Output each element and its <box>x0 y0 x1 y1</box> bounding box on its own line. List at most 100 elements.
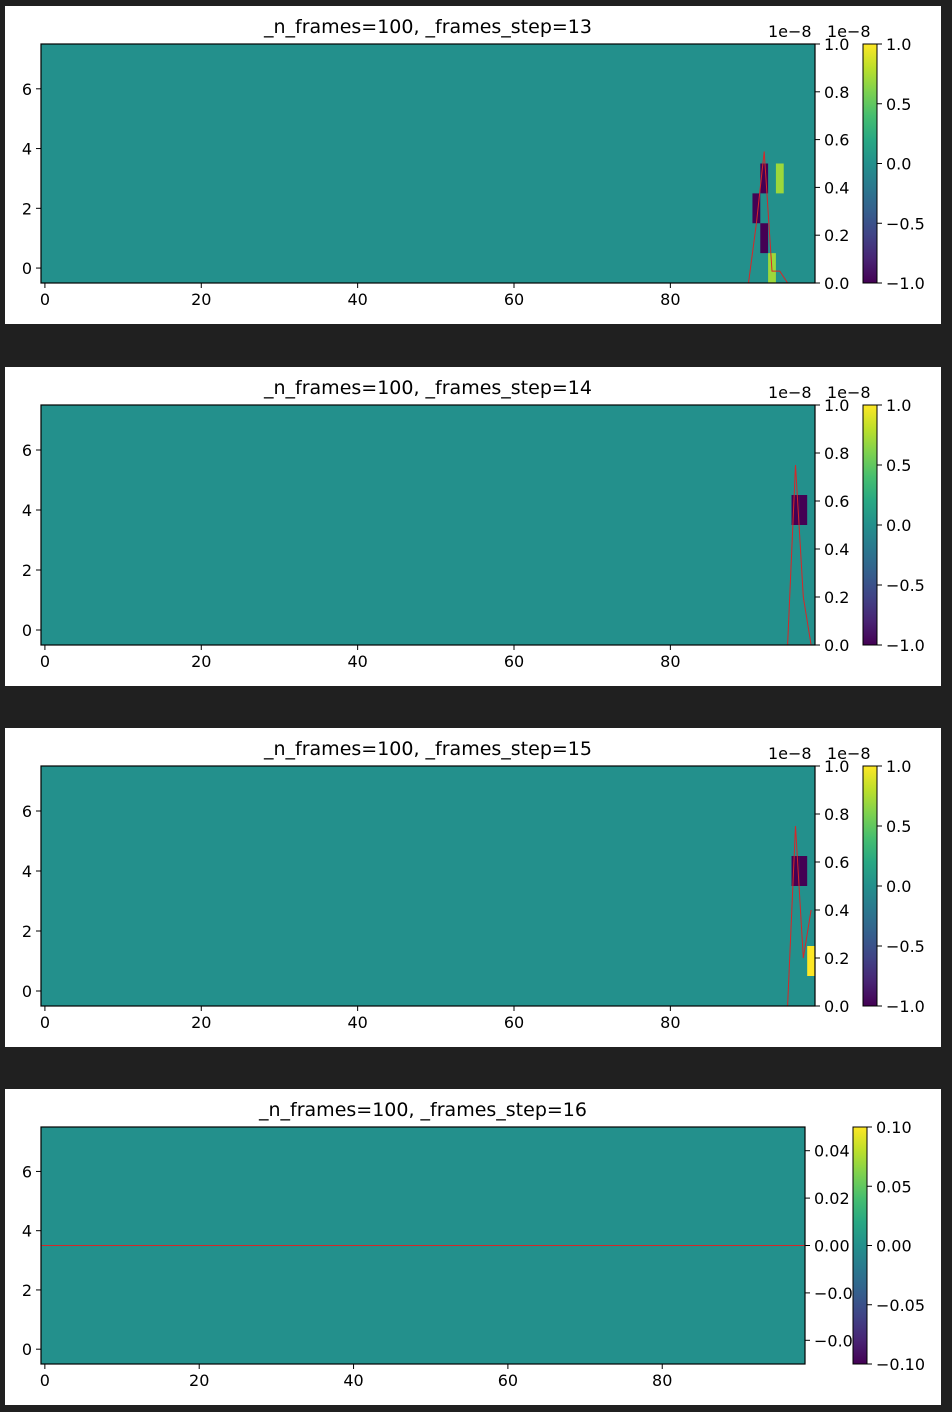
y-tick-label: 4 <box>22 1222 32 1241</box>
right-axis-tick-label: −0.02 <box>814 1284 863 1303</box>
x-tick-label: 80 <box>660 652 680 671</box>
colorbar-tick-label: 0.05 <box>876 1177 912 1196</box>
series-line <box>787 825 812 1007</box>
right-axis-tick-label: 0.6 <box>824 853 849 872</box>
heatmap-cell <box>760 223 769 254</box>
colorbar-tick-label: 0.5 <box>886 95 911 114</box>
chart-svg-1: _n_frames=100, _frames_step=130 20 40 60 800… <box>22 16 925 309</box>
y-tick-label: 0 <box>22 621 32 640</box>
colorbar-tick-label: −0.5 <box>886 937 925 956</box>
chart-svg-3: _n_frames=100, _frames_step=150 20 40 60 800… <box>22 738 925 1032</box>
right-axis-tick-label: 1.0 <box>824 396 849 415</box>
heatmap-cell <box>807 946 815 976</box>
colorbar-tick-label: −1.0 <box>886 636 925 655</box>
y-tick-label: 6 <box>22 441 32 460</box>
y-tick-label: 6 <box>22 80 32 99</box>
x-tick-label: 60 <box>504 1013 524 1032</box>
x-tick-label: 20 <box>191 652 211 671</box>
chart-title: _n_frames=100, _frames_step=13 <box>263 16 592 38</box>
right-axis-tick-label: −0.04 <box>814 1331 863 1350</box>
heatmap-cell <box>760 163 769 194</box>
figure-panel-4: _n_frames=100, _frames_step=16 0 20 40 60 80 0… <box>5 1089 941 1405</box>
colorbar-tick-label: 0.00 <box>876 1237 912 1256</box>
colorbar-tick-label: −0.05 <box>876 1296 925 1315</box>
heatmap-cell <box>791 856 800 886</box>
x-tick-label: 80 <box>652 1371 672 1390</box>
colorbar-multiplier: 1e−8 <box>827 744 871 763</box>
chart-title: _n_frames=100, _frames_step=14 <box>263 377 592 399</box>
right-axis-tick-label: 0.0 <box>824 636 849 655</box>
plot-frame <box>40 404 816 646</box>
y-tick-label: 0 <box>22 259 32 278</box>
x-tick-label: 60 <box>498 1371 518 1390</box>
heatmap-cell <box>791 495 800 525</box>
colorbar-tick-label: −0.10 <box>876 1355 925 1374</box>
colorbar-tick-label: 0.0 <box>886 155 911 174</box>
right-axis-tick-label: 0.2 <box>824 949 849 968</box>
colorbar-tick-label: 0.0 <box>886 516 911 535</box>
colorbar-tick-label: 0.5 <box>886 456 911 475</box>
right-axis-tick-label: 0.6 <box>824 131 849 150</box>
y-tick-label: 0 <box>22 982 32 1001</box>
colorbar <box>862 404 878 646</box>
heatmap-background <box>41 766 815 1006</box>
x-tick-label: 0 <box>40 1013 50 1032</box>
y-tick-label: 4 <box>22 862 32 881</box>
colorbar-tick-label: 1.0 <box>886 396 911 415</box>
colorbar-tick-label: −1.0 <box>886 274 925 293</box>
colorbar-tick-label: 0.0 <box>886 877 911 896</box>
x-tick-label: 40 <box>347 652 367 671</box>
figure-panel-1: _n_frames=100, _frames_step=13 0 20 40 60 80 0… <box>5 6 941 324</box>
x-tick-label: 40 <box>347 1013 367 1032</box>
heatmap-cell <box>799 495 808 525</box>
right-axis-multiplier: 1e−8 <box>768 744 812 763</box>
series-line <box>787 464 812 646</box>
right-axis-tick-label: 0.04 <box>814 1142 850 1161</box>
heatmap-background <box>41 405 815 645</box>
right-axis-tick-label: 0.0 <box>824 997 849 1016</box>
colorbar-tick-label: 1.0 <box>886 35 911 54</box>
colorbar <box>862 765 878 1007</box>
x-tick-label: 40 <box>343 1371 363 1390</box>
chart-title: _n_frames=100, _frames_step=16 <box>258 1099 587 1121</box>
y-tick-label: 6 <box>22 1162 32 1181</box>
colorbar <box>862 43 878 284</box>
heatmap-background <box>41 44 815 283</box>
colorbar-tick-label: −0.5 <box>886 214 925 233</box>
x-tick-label: 0 <box>40 290 50 309</box>
colorbar-tick-label: −1.0 <box>886 997 925 1016</box>
plot-frame <box>40 43 816 284</box>
y-tick-label: 2 <box>22 1281 32 1300</box>
colorbar-multiplier: 1e−8 <box>827 383 871 402</box>
chart-svg-2: _n_frames=100, _frames_step=14 0 20 40 60 80 0… <box>22 377 925 671</box>
right-axis-tick-label: 0.8 <box>824 83 849 102</box>
heatmap-cell <box>775 163 784 194</box>
x-tick-label: 0 <box>40 1371 50 1390</box>
colorbar-tick-label: 0.10 <box>876 1118 912 1137</box>
colorbar-tick-label: −0.5 <box>886 576 925 595</box>
x-tick-label: 60 <box>504 652 524 671</box>
x-tick-label: 20 <box>189 1371 209 1390</box>
x-tick-label: 20 <box>191 1013 211 1032</box>
x-tick-label: 80 <box>660 290 680 309</box>
heatmap-cell <box>752 193 761 224</box>
right-axis-tick-label: 1.0 <box>824 35 849 54</box>
y-tick-label: 2 <box>22 922 32 941</box>
right-axis-tick-label: 0.8 <box>824 444 849 463</box>
figure-panel-2: _n_frames=100, _frames_step=14 0 20 40 60 80 0… <box>5 367 941 686</box>
series-line <box>748 151 789 284</box>
right-axis-tick-label: 0.00 <box>814 1237 850 1256</box>
right-axis-tick-label: 0.6 <box>824 492 849 511</box>
right-axis-tick-label: 0.4 <box>824 540 849 559</box>
right-axis-tick-label: 0.2 <box>824 588 849 607</box>
chart-title: _n_frames=100, _frames_step=15 <box>263 738 592 760</box>
right-axis-tick-label: 0.02 <box>814 1189 850 1208</box>
colorbar-tick-label: 0.5 <box>886 817 911 836</box>
y-tick-label: 2 <box>22 561 32 580</box>
right-axis-tick-label: 0.8 <box>824 805 849 824</box>
y-tick-label: 6 <box>22 802 32 821</box>
colorbar-multiplier: 1e−8 <box>827 22 871 41</box>
right-axis-tick-label: 0.4 <box>824 901 849 920</box>
right-axis-multiplier: 1e−8 <box>768 22 812 41</box>
right-axis-tick-label: 0.2 <box>824 226 849 245</box>
